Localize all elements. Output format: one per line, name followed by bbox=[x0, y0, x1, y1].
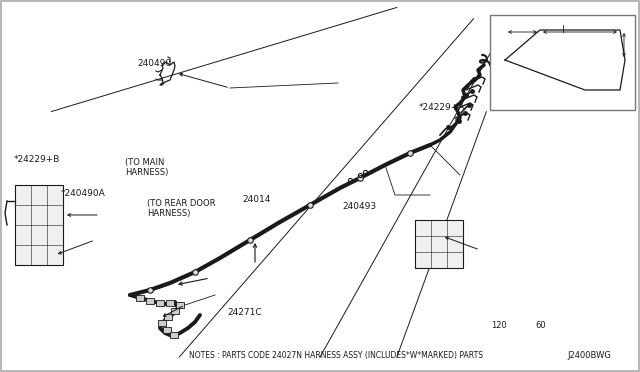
Bar bbox=[146, 298, 154, 304]
Bar bbox=[136, 295, 144, 301]
Bar bbox=[170, 332, 178, 338]
Bar bbox=[176, 302, 184, 308]
Bar bbox=[490, 15, 635, 110]
Text: 60: 60 bbox=[535, 321, 546, 330]
Bar bbox=[15, 185, 63, 265]
Bar bbox=[158, 320, 166, 326]
Bar bbox=[164, 314, 172, 320]
Text: (TO REAR DOOR
HARNESS): (TO REAR DOOR HARNESS) bbox=[147, 199, 216, 218]
Bar bbox=[415, 220, 463, 268]
Text: 24271C: 24271C bbox=[227, 308, 262, 317]
Bar bbox=[156, 300, 164, 306]
Text: J2400BWG: J2400BWG bbox=[567, 351, 611, 360]
Bar bbox=[171, 308, 179, 314]
Text: 120: 120 bbox=[492, 321, 508, 330]
Text: 240490: 240490 bbox=[138, 59, 172, 68]
Text: 240493: 240493 bbox=[342, 202, 376, 211]
Bar bbox=[163, 327, 171, 333]
Text: *24229+A: *24229+A bbox=[419, 103, 465, 112]
Bar bbox=[166, 300, 174, 306]
Text: *240490A: *240490A bbox=[61, 189, 106, 198]
Text: 24271CA: 24271CA bbox=[512, 25, 553, 34]
Text: *24229+B: *24229+B bbox=[14, 155, 60, 164]
Text: NOTES : PARTS CODE 24027N HARNESS ASSY (INCLUDES*W*MARKED) PARTS: NOTES : PARTS CODE 24027N HARNESS ASSY (… bbox=[189, 351, 483, 360]
Text: (TO MAIN
HARNESS): (TO MAIN HARNESS) bbox=[125, 158, 168, 177]
Text: 24014: 24014 bbox=[242, 195, 270, 203]
